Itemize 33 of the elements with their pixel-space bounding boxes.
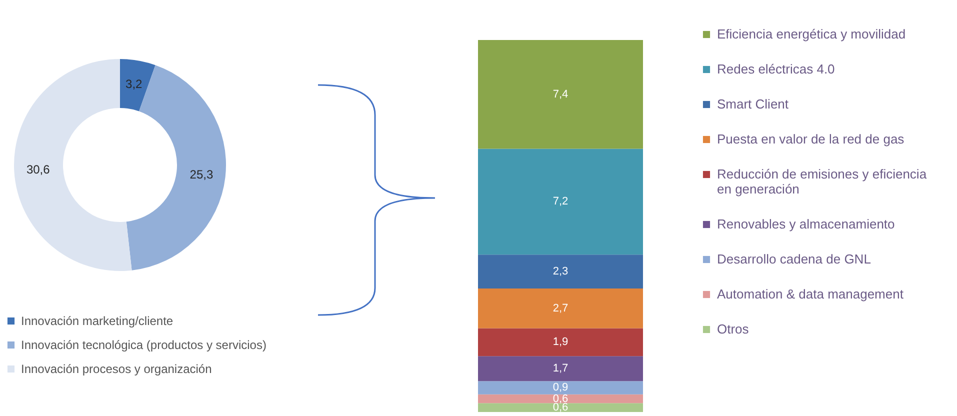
data-label: 3,2 <box>126 77 143 92</box>
data-label: 0,9 <box>552 382 568 394</box>
legend-label: Desarrollo cadena de GNL <box>717 252 871 266</box>
legend-label: Innovación procesos y organización <box>21 362 212 376</box>
bar <box>478 328 643 356</box>
bar <box>478 40 643 149</box>
data-label: 30,6 <box>26 162 50 177</box>
bar <box>478 403 643 412</box>
data-label: 1,7 <box>552 362 568 375</box>
bar <box>478 288 643 328</box>
data-label: 7,4 <box>552 88 568 100</box>
legend-label: Automation & data management <box>717 286 904 302</box>
data-label: 25,3 <box>190 167 214 182</box>
bar <box>478 148 643 255</box>
data-label: 2,7 <box>552 302 568 314</box>
data-label: 7,2 <box>552 196 568 208</box>
legend-label: Reducción de emisiones y eficiencia en generación <box>717 166 928 196</box>
bar <box>478 254 643 288</box>
legend-label: Puesta en valor de la red de gas <box>717 132 905 146</box>
donut-slice <box>120 59 156 112</box>
bar <box>478 394 643 404</box>
data-label: 2,3 <box>552 266 568 278</box>
legend-label: Eficiencia energética y movilidad <box>717 26 906 42</box>
bar <box>478 381 643 394</box>
donut-slice <box>126 65 226 270</box>
bar <box>478 356 643 382</box>
legend-label: Innovación marketing/cliente <box>21 314 174 328</box>
legend-label: Innovación tecnológica (productos y servicios) <box>21 338 266 352</box>
legend-label: Otros <box>717 322 750 336</box>
legend-label: Redes eléctricas 4.0 <box>717 62 835 76</box>
legend-label: Renovables y almacenamiento <box>717 216 895 232</box>
data-label: 1,9 <box>552 336 568 348</box>
legend-label: Smart Client <box>717 96 789 112</box>
